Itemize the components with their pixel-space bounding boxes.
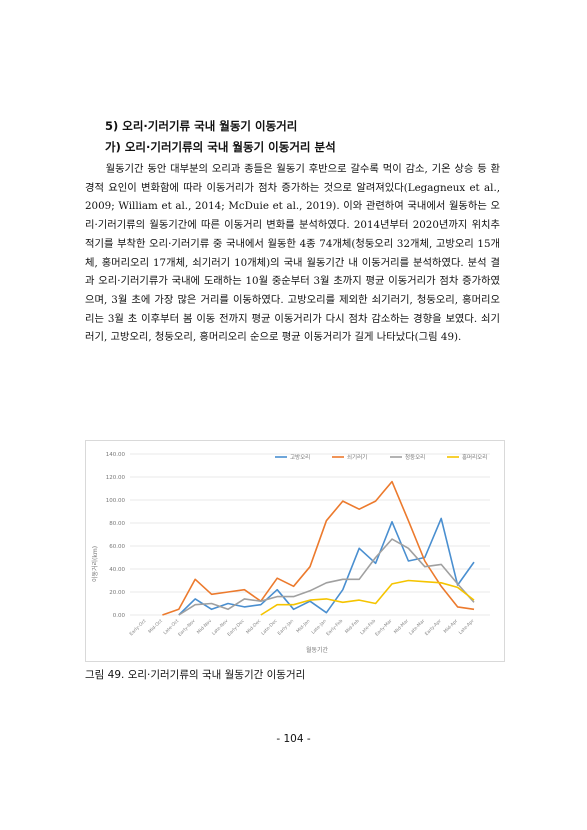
legend-label: 고방오리 (290, 453, 310, 461)
y-tick-label: 60.00 (109, 544, 125, 550)
y-tick-label: 120.00 (106, 475, 126, 481)
series-line (178, 538, 475, 616)
y-tick-label: 80.00 (109, 521, 125, 527)
y-tick-label: 100.00 (106, 498, 126, 504)
y-tick-label: 40.00 (109, 567, 125, 573)
y-tick-label: 20.00 (109, 590, 125, 596)
subsection-heading: 가) 오리·기러기류의 국내 월동기 이동거리 분석 (105, 140, 336, 154)
chart-frame (85, 440, 505, 662)
legend-label: 홍머리오리 (462, 453, 487, 461)
series-line (260, 579, 475, 616)
series-line (178, 517, 475, 616)
series-line (162, 480, 475, 616)
figure-caption: 그림 49. 오리·기러기류의 국내 월동기간 이동거리 (85, 669, 306, 681)
y-tick-label: 0.00 (113, 613, 126, 619)
body-text: 월동기간 동안 대부분의 오리과 종들은 월동기 후반으로 갈수록 먹이 감소,… (85, 160, 500, 347)
page-number: - 104 - (276, 733, 311, 745)
x-axis-label: 월동기간 (306, 646, 329, 654)
line-chart: 0.00 20.00 40.00 60.00 80.00 100.00 120.00 140.… (85, 440, 505, 662)
section-heading: 5) 오리·기러기류 국내 월동기 이동거리 (105, 119, 298, 133)
legend-label: 청둥오리 (405, 453, 425, 461)
y-axis-label: 이동거리(km) (91, 546, 99, 582)
y-tick-label: 140.00 (106, 452, 126, 458)
legend-label: 쇠기러기 (347, 453, 367, 461)
paragraph: 월동기간 동안 대부분의 오리과 종들은 월동기 후반으로 갈수록 먹이 감소,… (85, 163, 500, 344)
